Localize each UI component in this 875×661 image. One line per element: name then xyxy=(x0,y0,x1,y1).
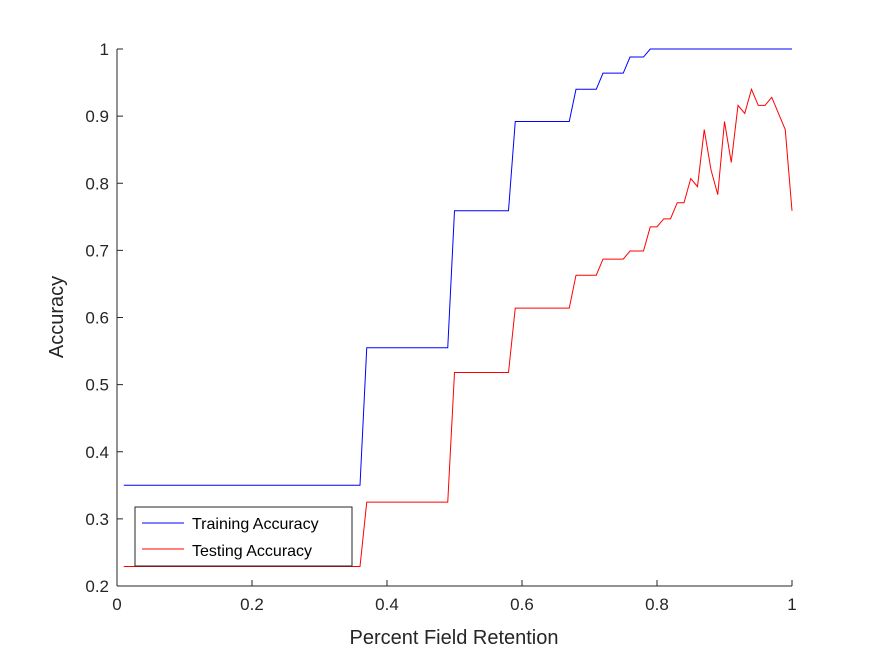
y-tick-label: 0.8 xyxy=(85,174,109,193)
y-tick-label: 0.6 xyxy=(85,309,109,328)
legend-box xyxy=(134,506,353,567)
y-ticks: 0.2 0.3 0.4 0.5 0.6 0.7 0.8 0.9 1 xyxy=(85,40,123,596)
x-tick-label: 0.6 xyxy=(510,595,534,614)
y-tick-label: 0.7 xyxy=(85,241,109,260)
y-tick-label: 0.9 xyxy=(85,107,109,126)
legend: Training Accuracy Testing Accuracy xyxy=(134,506,353,567)
series-line-testing-accuracy xyxy=(123,87,793,568)
y-tick-label: 0.5 xyxy=(85,376,109,395)
x-axis-label: Percent Field Retention xyxy=(349,627,558,649)
series-line-training-accuracy xyxy=(123,48,792,486)
x-tick-label: 0.4 xyxy=(375,595,399,614)
x-tick-label: 0.8 xyxy=(645,595,669,614)
x-tick-label: 0.2 xyxy=(240,595,264,614)
plot-area xyxy=(117,49,792,586)
series-layer xyxy=(123,48,793,568)
x-tick-label: 1 xyxy=(787,595,796,614)
legend-label-training: Training Accuracy xyxy=(192,516,319,533)
legend-label-testing: Testing Accuracy xyxy=(192,543,312,560)
y-tick-label: 0.3 xyxy=(85,510,109,529)
y-axis-label: Accuracy xyxy=(46,276,68,358)
x-ticks: 0 0.2 0.4 0.6 0.8 1 xyxy=(112,580,797,614)
y-tick-label: 1 xyxy=(100,40,109,59)
y-tick-label: 0.4 xyxy=(85,443,109,462)
y-tick-label: 0.2 xyxy=(85,577,109,596)
x-tick-label: 0 xyxy=(112,595,121,614)
